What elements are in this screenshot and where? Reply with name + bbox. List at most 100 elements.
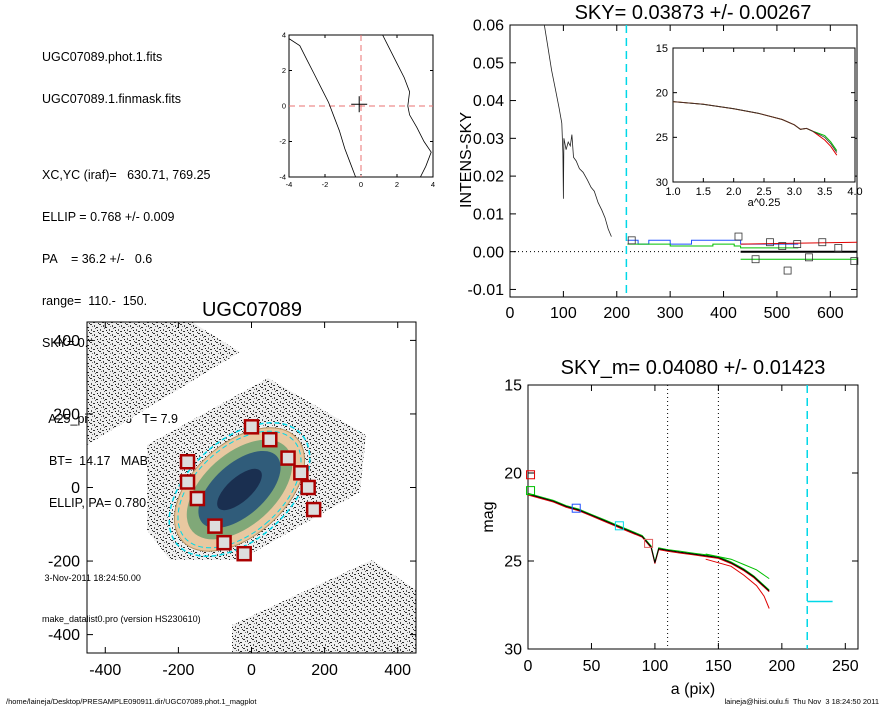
y-tick-label: 0.03 bbox=[473, 131, 504, 148]
y-tick-label: -2 bbox=[279, 137, 286, 146]
x-tick-label: 3.5 bbox=[817, 186, 832, 198]
ellip-line: ELLIP = 0.768 +/- 0.009 bbox=[42, 210, 175, 224]
y-tick-label: -4 bbox=[279, 173, 286, 182]
sky-box-marker bbox=[818, 238, 827, 247]
mask-box bbox=[300, 479, 316, 496]
x-tick-label: -400 bbox=[89, 662, 121, 679]
x-tick-label: -2 bbox=[322, 180, 329, 189]
sky-box-marker bbox=[834, 243, 843, 252]
inset-profile-black bbox=[673, 101, 838, 153]
footer-user: laineja@hiisi.oulu.fi Thu Nov 3 18:24:50… bbox=[724, 697, 879, 706]
sky-box-marker bbox=[805, 253, 813, 262]
y-tick-label: -200 bbox=[48, 554, 80, 571]
x-tick-label: 500 bbox=[764, 305, 791, 322]
sky-box-marker bbox=[778, 242, 787, 250]
range-line: range= 110.- 150. bbox=[42, 294, 148, 308]
file-line-2: UGC07089.1.finmask.fits bbox=[42, 92, 181, 106]
mag-series bbox=[705, 558, 770, 609]
file-line-1: UGC07089.phot.1.fits bbox=[42, 50, 163, 64]
mask-box bbox=[236, 545, 252, 562]
mag-xlabel: a (pix) bbox=[671, 681, 715, 698]
x-tick-label: 1.5 bbox=[696, 186, 711, 198]
x-tick-label: 4 bbox=[431, 180, 435, 189]
mask-box bbox=[280, 450, 296, 466]
sky-series bbox=[627, 243, 799, 249]
image-strip-bottom bbox=[232, 560, 416, 653]
mask-box bbox=[207, 518, 223, 534]
x-tick-label: 400 bbox=[710, 305, 737, 322]
x-tick-label: 250 bbox=[832, 658, 859, 675]
y-tick-label: 30 bbox=[504, 642, 522, 659]
galaxy-title: UGC07089 bbox=[202, 299, 302, 321]
y-tick-label: 0 bbox=[282, 102, 286, 111]
x-tick-label: 300 bbox=[657, 305, 684, 322]
x-tick-label: -4 bbox=[286, 180, 293, 189]
x-tick-label: 100 bbox=[550, 305, 577, 322]
mask-box bbox=[189, 490, 206, 507]
x-tick-label: 1.0 bbox=[665, 186, 680, 198]
x-tick-label: 600 bbox=[817, 305, 844, 322]
y-tick-label: 2 bbox=[282, 66, 286, 75]
mag-profile-green bbox=[528, 492, 770, 591]
sky-ellipse-outer bbox=[168, 422, 311, 557]
date-line: 3-Nov-2011 18:24:50.00 bbox=[42, 573, 141, 583]
sky-ellipse-inner bbox=[177, 430, 302, 549]
mag-box-marker bbox=[644, 538, 654, 548]
center-plot: -4 -2 0 2 4 -4 -2 0 2 4 bbox=[279, 31, 435, 189]
mag-profile-red bbox=[528, 494, 770, 593]
sky-box-marker bbox=[766, 238, 774, 247]
mask-box bbox=[305, 501, 322, 518]
sky-plot-frame bbox=[509, 24, 858, 298]
center-line: XC,YC (iraf)= 630.71, 769.25 bbox=[42, 168, 211, 182]
y-tick-label: 20 bbox=[656, 88, 668, 100]
y-tick-label: 30 bbox=[656, 177, 668, 189]
mag-box-marker bbox=[526, 470, 536, 480]
mag-box-marker bbox=[526, 486, 536, 496]
sky-box-marker bbox=[783, 266, 792, 275]
y-tick-label: 25 bbox=[504, 554, 522, 571]
y-tick-label: 0.05 bbox=[473, 55, 504, 72]
sky-plot: 0 100 200 300 400 500 600 -0.01 0.00 0.01 0.02 0.03… bbox=[458, 2, 863, 322]
y-tick-label: 0.02 bbox=[473, 169, 504, 186]
y-tick-label: 15 bbox=[656, 43, 668, 55]
mag-plot: 0 50 100 150 200 250 15 20 25 30 SKY_m= 0.04080 +/… bbox=[480, 357, 859, 698]
inset-xlabel: a^0.25 bbox=[748, 197, 781, 209]
mask-box bbox=[216, 534, 232, 551]
x-tick-label: 2.0 bbox=[726, 186, 741, 198]
mag-series bbox=[705, 553, 770, 580]
mask-box bbox=[179, 474, 196, 490]
mag-box-marker bbox=[571, 503, 581, 513]
galaxy-image: -400 -200 0 200 400 -400 -200 0 200 400 UGC07089 bbox=[48, 299, 417, 679]
y-tick-label: 0.06 bbox=[473, 18, 504, 35]
mask-box bbox=[179, 454, 196, 470]
mag-plot-frame bbox=[527, 384, 859, 650]
sky-box-marker bbox=[850, 257, 859, 266]
sky-box-marker bbox=[734, 232, 743, 241]
x-tick-label: 0 bbox=[247, 662, 256, 679]
x-tick-label: 4.0 bbox=[847, 186, 862, 198]
x-tick-label: 400 bbox=[384, 662, 411, 679]
mag-box-marker bbox=[614, 521, 624, 531]
x-tick-label: 200 bbox=[311, 662, 338, 679]
mask-box bbox=[293, 465, 309, 481]
y-tick-label: 0.00 bbox=[473, 244, 504, 261]
mask-box bbox=[243, 419, 260, 435]
program-line: make_datalist0.pro (version HS230610) bbox=[42, 614, 201, 624]
y-tick-label: 0 bbox=[71, 480, 80, 497]
y-tick-label: 25 bbox=[656, 132, 668, 144]
x-tick-label: 50 bbox=[583, 658, 601, 675]
mag-title: SKY_m= 0.04080 +/- 0.01423 bbox=[561, 357, 826, 379]
x-tick-label: 2 bbox=[395, 180, 399, 189]
y-tick-label: 4 bbox=[282, 31, 286, 40]
sky-box-marker bbox=[793, 240, 802, 249]
x-tick-label: 100 bbox=[642, 658, 669, 675]
y-tick-label: -0.01 bbox=[468, 282, 505, 299]
y-tick-label: 15 bbox=[504, 378, 522, 395]
image-strip-top bbox=[87, 322, 240, 445]
y-tick-label: 0.04 bbox=[473, 93, 504, 110]
y-tick-label: 0.01 bbox=[473, 206, 504, 223]
x-tick-label: 200 bbox=[603, 305, 630, 322]
intensity-profile bbox=[543, 25, 612, 237]
footer-path: /home/laineja/Desktop/PRESAMPLE090911.di… bbox=[6, 697, 257, 706]
